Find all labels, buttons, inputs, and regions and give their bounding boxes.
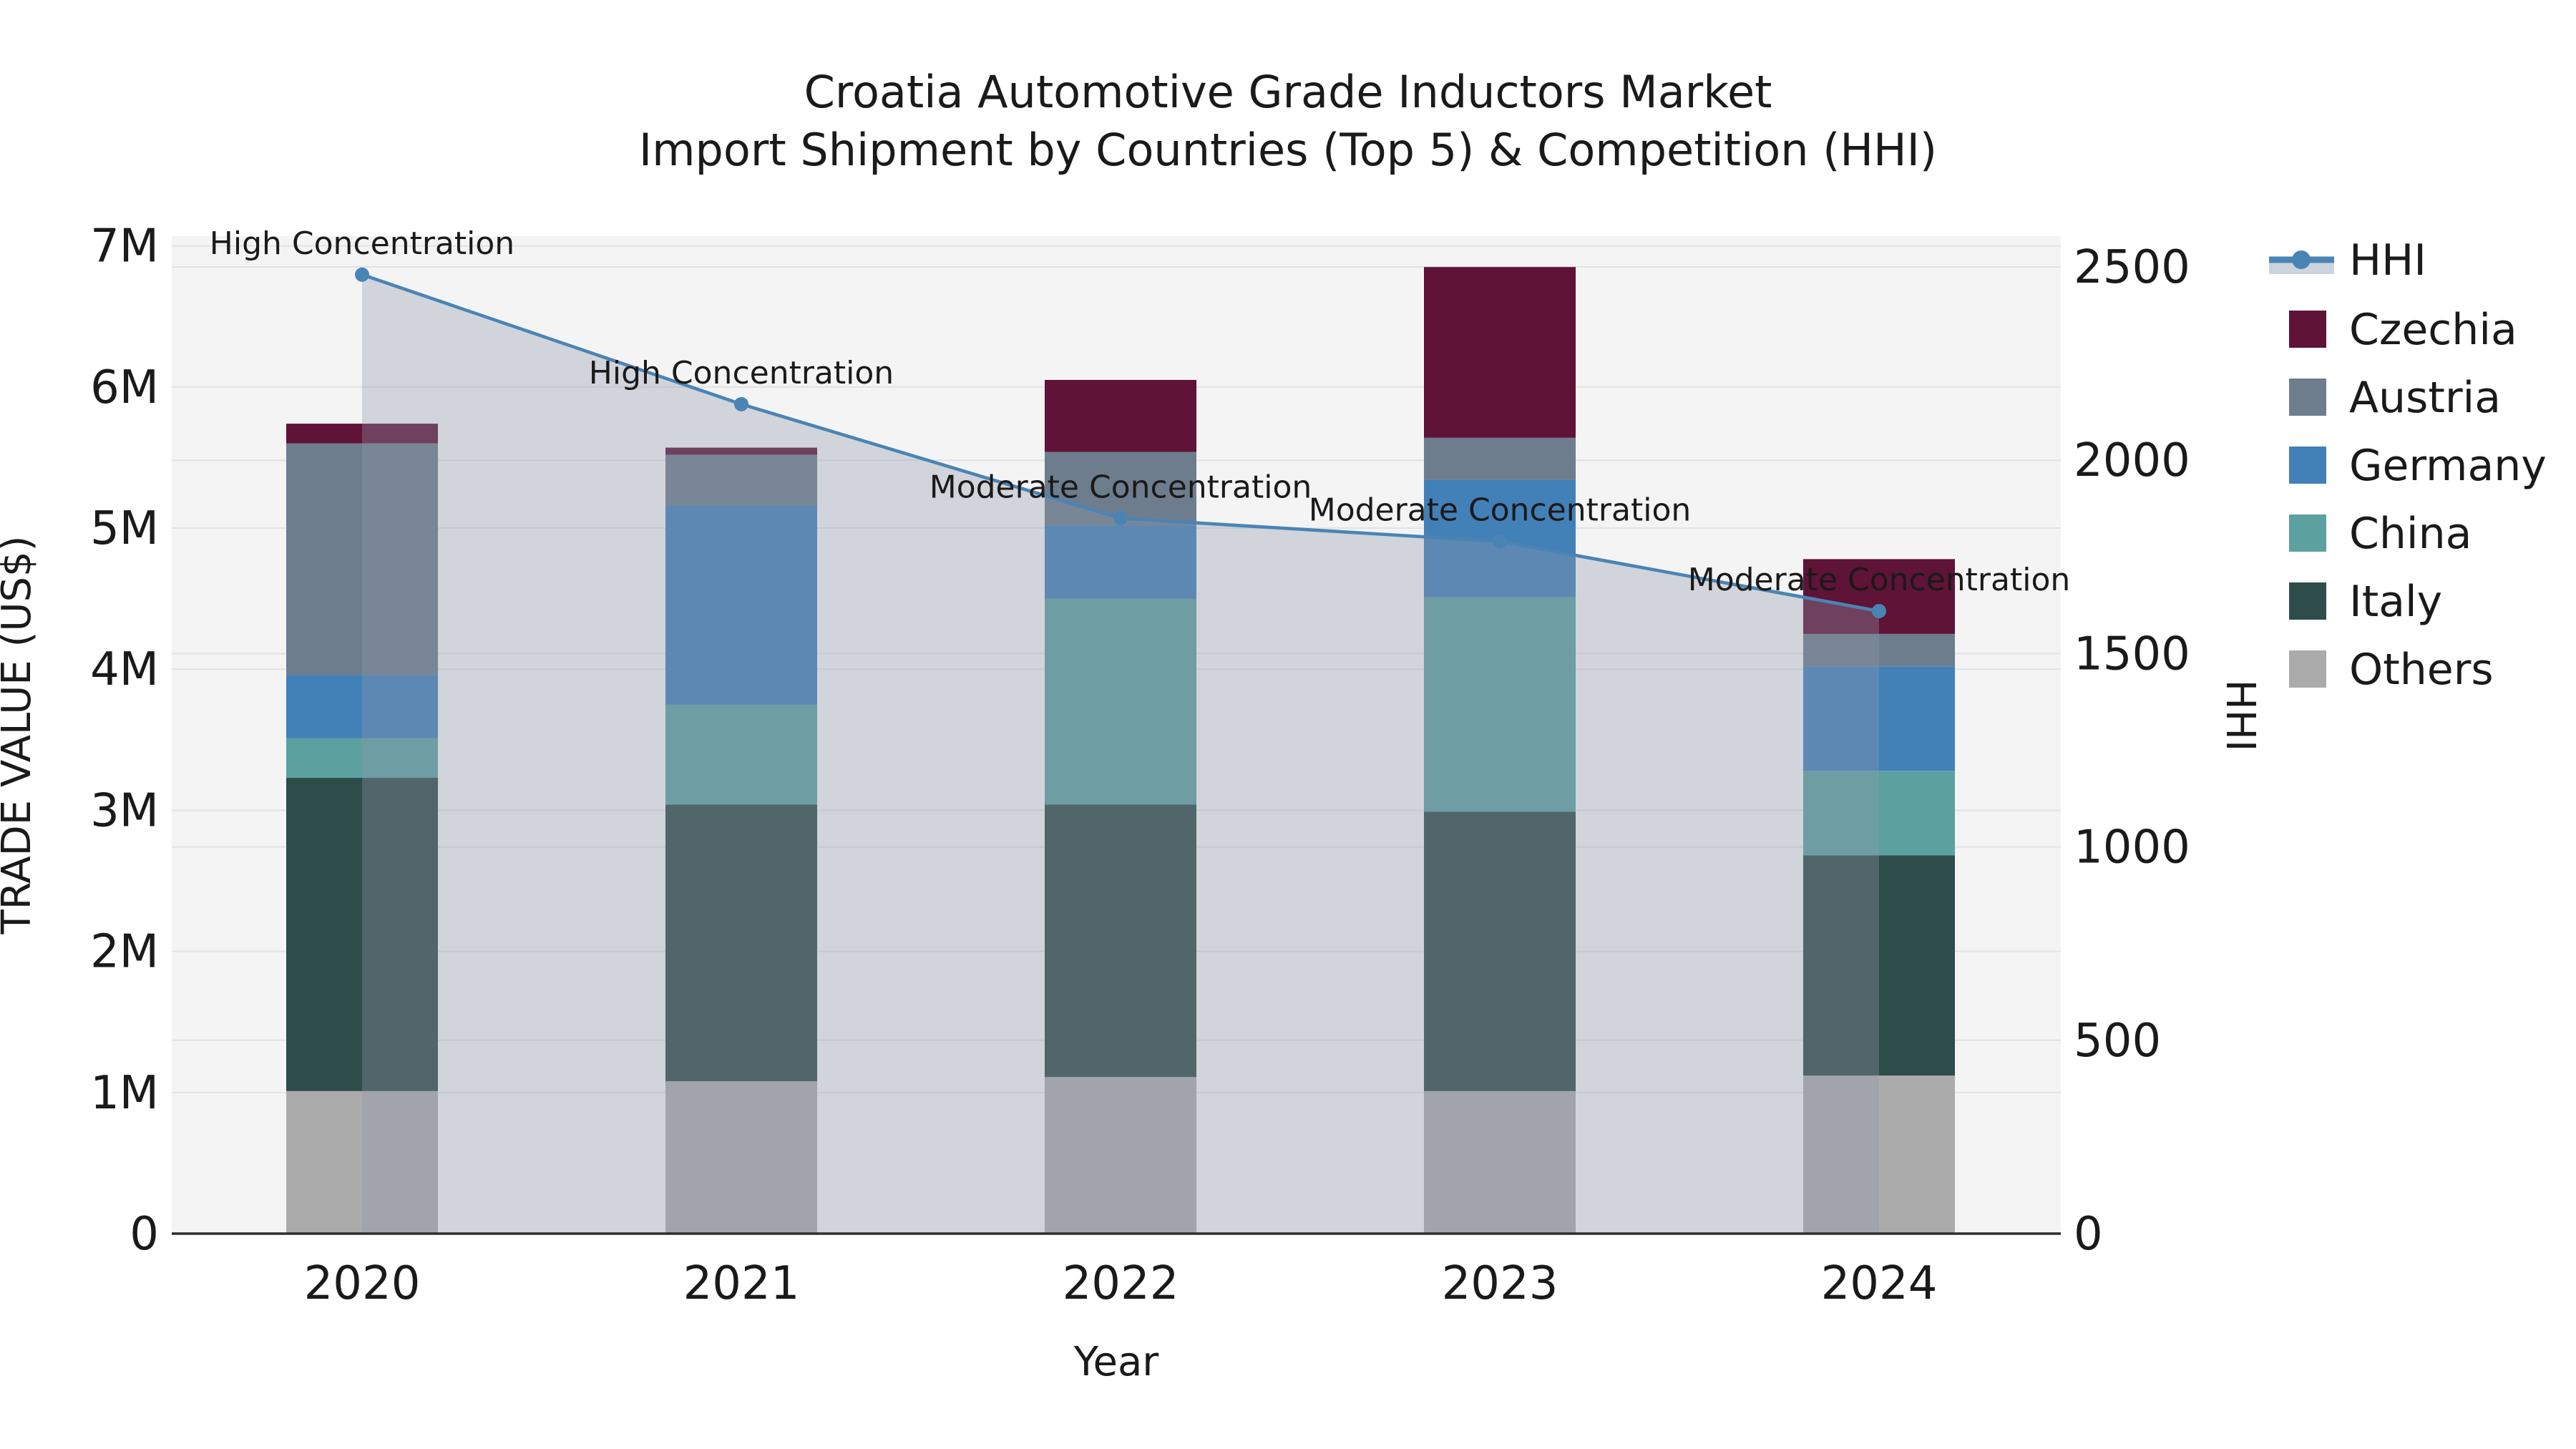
bar-segment-2024-czechia <box>1803 559 1955 634</box>
legend-label-germany: Germany <box>2349 441 2547 491</box>
annotation-2020: High Concentration <box>210 225 514 262</box>
x-tick-2024: 2024 <box>1821 1257 1938 1310</box>
bar-segment-2023-china <box>1424 597 1576 812</box>
annotations-layer: High Concentration High Concentration Mode… <box>210 225 2070 598</box>
legend-item-hhi: HHI <box>2269 235 2426 286</box>
legend-hhi-marker-swatch <box>2292 250 2311 269</box>
y-left-tick-5M: 5M <box>90 502 159 555</box>
hhi-area-fill <box>362 274 1879 1234</box>
stacked-bars-layer <box>286 267 1955 1234</box>
y-right-axis-title: HHI <box>2217 680 2263 752</box>
y-right-tick-1000: 1000 <box>2074 821 2190 874</box>
bar-segment-2022-china <box>1045 598 1196 805</box>
x-axis-title: Year <box>1073 1339 1160 1385</box>
legend-swatch-czechia <box>2289 311 2326 348</box>
y-left-tick-4M: 4M <box>90 643 159 696</box>
x-tick-2023: 2023 <box>1442 1257 1558 1310</box>
annotation-2022: Moderate Concentration <box>930 469 1312 505</box>
hhi-marker-2021 <box>734 396 748 411</box>
legend-item-others: Others <box>2289 645 2494 695</box>
bar-segment-2022-germany <box>1045 525 1196 599</box>
hhi-area-layer <box>362 274 1879 1234</box>
x-tick-2021: 2021 <box>683 1257 800 1310</box>
legend-swatch-others <box>2289 650 2326 688</box>
legend-swatch-germany <box>2289 447 2326 484</box>
bar-segment-2021-italy <box>665 804 817 1082</box>
legend-item-italy: Italy <box>2289 577 2442 627</box>
legend: HHI Czechia Austria Germany China Italy Others <box>2269 235 2547 695</box>
hhi-marker-2024 <box>1872 603 1886 618</box>
bar-segment-2021-others <box>665 1081 817 1234</box>
tick-labels-layer: 0 1M 2M 3M 4M 5M 6M 7M 0 500 1000 1500 2000 2500 2020 2… <box>90 220 2190 1310</box>
annotation-2024: Moderate Concentration <box>1688 562 2071 598</box>
bar-segment-2021-germany <box>665 505 817 705</box>
y-right-tick-0: 0 <box>2074 1208 2103 1261</box>
bar-segment-2020-others <box>286 1091 438 1234</box>
chart-title-line2: Import Shipment by Countries (Top 5) & C… <box>639 124 1937 176</box>
legend-label-austria: Austria <box>2349 373 2501 423</box>
hhi-marker-2022 <box>1113 511 1128 526</box>
bar-segment-2020-italy <box>286 778 438 1091</box>
chart-title-line1: Croatia Automotive Grade Inductors Marke… <box>804 66 1772 118</box>
y-left-tick-2M: 2M <box>90 926 159 979</box>
y-left-axis-title: TRADE VALUE (US$) <box>0 536 40 935</box>
bar-segment-2023-others <box>1424 1091 1576 1234</box>
legend-swatch-italy <box>2289 582 2326 620</box>
bar-segment-2024-others <box>1803 1075 1955 1234</box>
legend-label-others: Others <box>2349 645 2494 695</box>
legend-label-hhi: HHI <box>2349 235 2426 286</box>
annotation-2023: Moderate Concentration <box>1309 492 1692 529</box>
legend-label-czechia: Czechia <box>2349 305 2517 355</box>
legend-swatch-china <box>2289 514 2326 552</box>
bar-segment-2022-others <box>1045 1077 1196 1234</box>
hhi-line-layer <box>355 267 1886 618</box>
bar-segment-2020-czechia <box>286 424 438 444</box>
legend-swatch-austria <box>2289 379 2326 416</box>
bar-segment-2020-germany <box>286 675 438 738</box>
bar-segment-2022-italy <box>1045 804 1196 1078</box>
legend-item-austria: Austria <box>2289 373 2501 423</box>
x-tick-2020: 2020 <box>304 1257 421 1310</box>
y-right-tick-500: 500 <box>2074 1015 2161 1068</box>
hhi-marker-2020 <box>355 267 369 282</box>
annotation-2021: High Concentration <box>589 355 894 391</box>
y-left-tick-7M: 7M <box>90 220 159 273</box>
y-right-tick-2500: 2500 <box>2074 241 2190 294</box>
legend-item-china: China <box>2289 509 2472 559</box>
bar-segment-2024-italy <box>1803 855 1955 1076</box>
y-right-tick-2000: 2000 <box>2074 434 2190 487</box>
bar-segment-2024-china <box>1803 771 1955 856</box>
legend-item-germany: Germany <box>2289 441 2547 491</box>
y-right-tick-1500: 1500 <box>2074 628 2190 680</box>
legend-label-italy: Italy <box>2349 577 2442 627</box>
x-tick-2022: 2022 <box>1063 1257 1179 1310</box>
y-left-tick-1M: 1M <box>90 1067 159 1120</box>
bar-segment-2023-czechia <box>1424 267 1576 438</box>
bar-segment-2020-austria <box>286 443 438 675</box>
bar-segment-2020-china <box>286 738 438 779</box>
y-left-tick-3M: 3M <box>90 784 159 837</box>
bar-segment-2021-czechia <box>665 447 817 455</box>
bar-segment-2022-czechia <box>1045 379 1196 452</box>
y-left-tick-6M: 6M <box>90 361 159 414</box>
bar-segment-2024-germany <box>1803 666 1955 771</box>
y-left-tick-0: 0 <box>130 1208 159 1261</box>
legend-label-china: China <box>2349 509 2472 559</box>
bar-segment-2023-italy <box>1424 811 1576 1091</box>
hhi-marker-2023 <box>1493 534 1507 549</box>
bar-segment-2023-austria <box>1424 437 1576 480</box>
bar-segment-2021-china <box>665 704 817 805</box>
legend-item-czechia: Czechia <box>2289 305 2517 355</box>
bar-segment-2021-austria <box>665 454 817 506</box>
bar-segment-2024-austria <box>1803 633 1955 667</box>
